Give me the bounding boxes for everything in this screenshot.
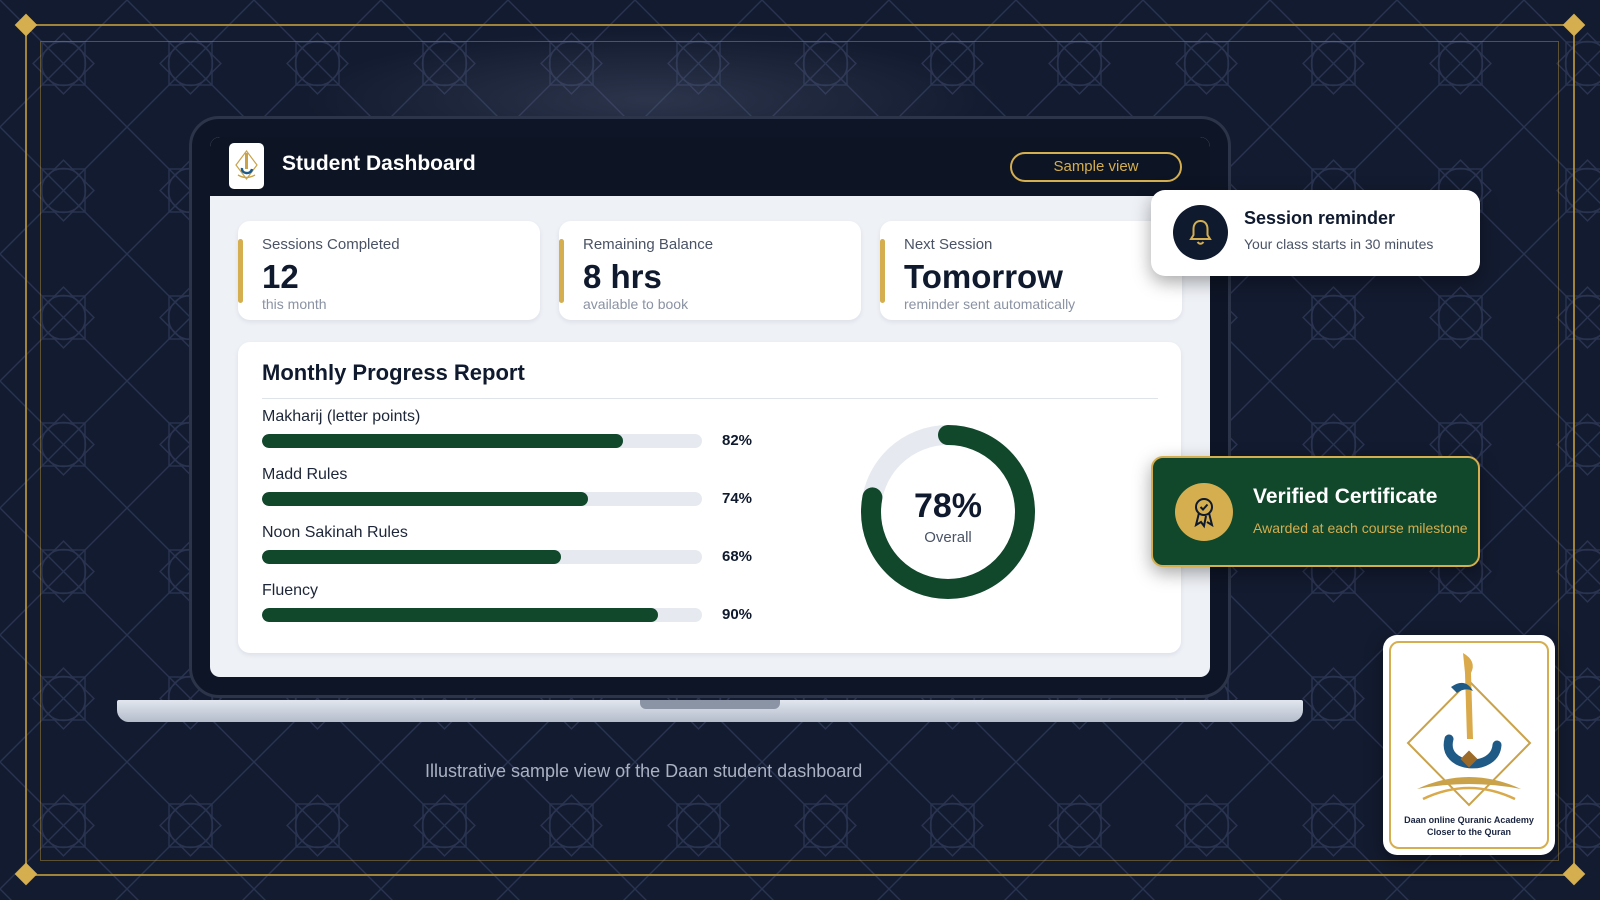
- overall-label: Overall: [924, 529, 972, 546]
- stat-value: Tomorrow: [904, 258, 1063, 295]
- seal-border: [1389, 641, 1549, 849]
- divider: [262, 398, 1158, 399]
- progress-metric: Madd Rules 74%: [262, 466, 762, 516]
- laptop-screen: Student Dashboard Sample view Sessions C…: [210, 137, 1210, 677]
- progress-metric: Makharij (letter points) 82%: [262, 408, 762, 458]
- seal-text: Daan online Quranic Academy: [1404, 815, 1534, 825]
- certificate-title: Verified Certificate: [1253, 485, 1438, 508]
- metric-percent: 74%: [722, 490, 753, 507]
- bell-icon: [1173, 205, 1228, 260]
- metric-label: Makharij (letter points): [262, 408, 421, 425]
- overall-percent: 78%: [913, 487, 983, 525]
- verified-certificate-card: Verified Certificate Awarded at each cou…: [1151, 456, 1480, 567]
- progress-report-card: Monthly Progress Report Makharij (letter…: [238, 342, 1181, 653]
- overall-progress-arc: [861, 425, 1035, 599]
- stat-card-sessions: Sessions Completed 12 this month: [238, 221, 540, 320]
- progress-bar: [262, 492, 702, 506]
- progress-bar-fill: [262, 492, 588, 506]
- laptop-base: [117, 700, 1303, 722]
- stat-subtext: available to book: [583, 296, 689, 312]
- stat-value: 12: [262, 258, 299, 295]
- progress-metric: Noon Sakinah Rules 68%: [262, 524, 762, 574]
- stat-subtext: reminder sent automatically: [904, 296, 1076, 312]
- award-ribbon-icon: [1175, 483, 1233, 541]
- academy-logo: [229, 143, 264, 189]
- stat-label: Remaining Balance: [583, 236, 714, 253]
- progress-bar-fill: [262, 608, 658, 622]
- stat-accent-bar: [238, 239, 243, 303]
- progress-metric: Fluency 90%: [262, 582, 762, 632]
- page-title: Student Dashboard: [282, 152, 476, 175]
- reminder-subtitle: Your class starts in 30 minutes: [1244, 236, 1434, 252]
- decorative-frame-inner: [40, 41, 1559, 861]
- laptop-notch: [640, 700, 780, 709]
- stat-label: Next Session: [904, 236, 993, 253]
- progress-bar: [262, 608, 702, 622]
- stat-value: 8 hrs: [583, 258, 662, 295]
- stat-label: Sessions Completed: [262, 236, 400, 253]
- stat-subtext: this month: [262, 296, 327, 312]
- stat-accent-bar: [559, 239, 564, 303]
- sample-view-badge: Sample view: [1010, 152, 1182, 182]
- session-reminder-card: Session reminder Your class starts in 30…: [1151, 190, 1480, 276]
- dashboard-header: Student Dashboard Sample view: [210, 137, 1210, 196]
- progress-bar: [262, 434, 702, 448]
- certificate-subtitle: Awarded at each course milestone: [1253, 520, 1468, 536]
- academy-seal: Daan online Quranic Academy Closer to th…: [1383, 635, 1555, 855]
- caption-text: Illustrative sample view of the Daan stu…: [425, 761, 863, 781]
- metric-label: Noon Sakinah Rules: [262, 524, 408, 541]
- stat-card-balance: Remaining Balance 8 hrs available to boo…: [559, 221, 861, 320]
- seal-emblem: [1406, 653, 1532, 807]
- metric-percent: 68%: [722, 548, 753, 565]
- stat-accent-bar: [880, 239, 885, 303]
- metric-percent: 90%: [722, 606, 753, 623]
- progress-bar: [262, 550, 702, 564]
- metric-label: Fluency: [262, 582, 319, 599]
- reminder-title: Session reminder: [1244, 208, 1396, 228]
- progress-bar-fill: [262, 550, 562, 564]
- overall-progress-donut: [861, 425, 1035, 599]
- metric-label: Madd Rules: [262, 466, 348, 483]
- decorative-frame: [25, 24, 1575, 876]
- seal-tagline: Closer to the Quran: [1426, 827, 1511, 837]
- progress-report-title: Monthly Progress Report: [262, 360, 525, 385]
- progress-bar-fill: [262, 434, 623, 448]
- metric-percent: 82%: [722, 432, 753, 449]
- stat-card-next-session: Next Session Tomorrow reminder sent auto…: [880, 221, 1182, 320]
